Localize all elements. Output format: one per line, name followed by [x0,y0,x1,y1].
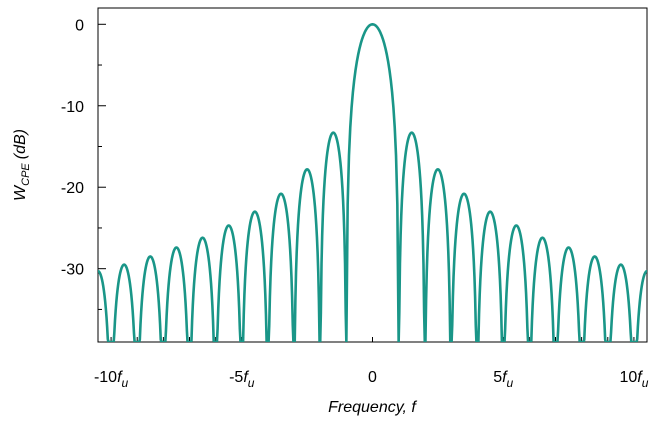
x-tick-label: -10fu [94,369,129,390]
y-tick-label: -30 [61,262,84,279]
y-axis-title-sub: CPE [20,163,32,186]
axis-ticks [98,23,635,342]
y-tick-label: -20 [61,180,84,197]
x-tick-label: 5fu [493,369,513,390]
x-axis-title: Frequency, f [328,399,417,416]
y-axis-title: WCPE (dB) [12,129,32,201]
tick-labels: 0 -10 -20 -30 -10fu -5fu 0 5fu 10fu [61,17,649,390]
data-series [98,22,647,342]
y-tick-label: -10 [61,99,84,116]
x-tick-label: 10fu [619,369,648,390]
y-tick-label: 0 [75,17,84,34]
wcpe-curve [98,22,647,342]
x-tick-label: 0 [368,369,377,386]
plot-frame [97,7,648,343]
y-axis-title-unit: (dB) [12,129,29,159]
y-axis-title-main: W [12,184,29,201]
x-tick-label: -5fu [229,369,255,390]
